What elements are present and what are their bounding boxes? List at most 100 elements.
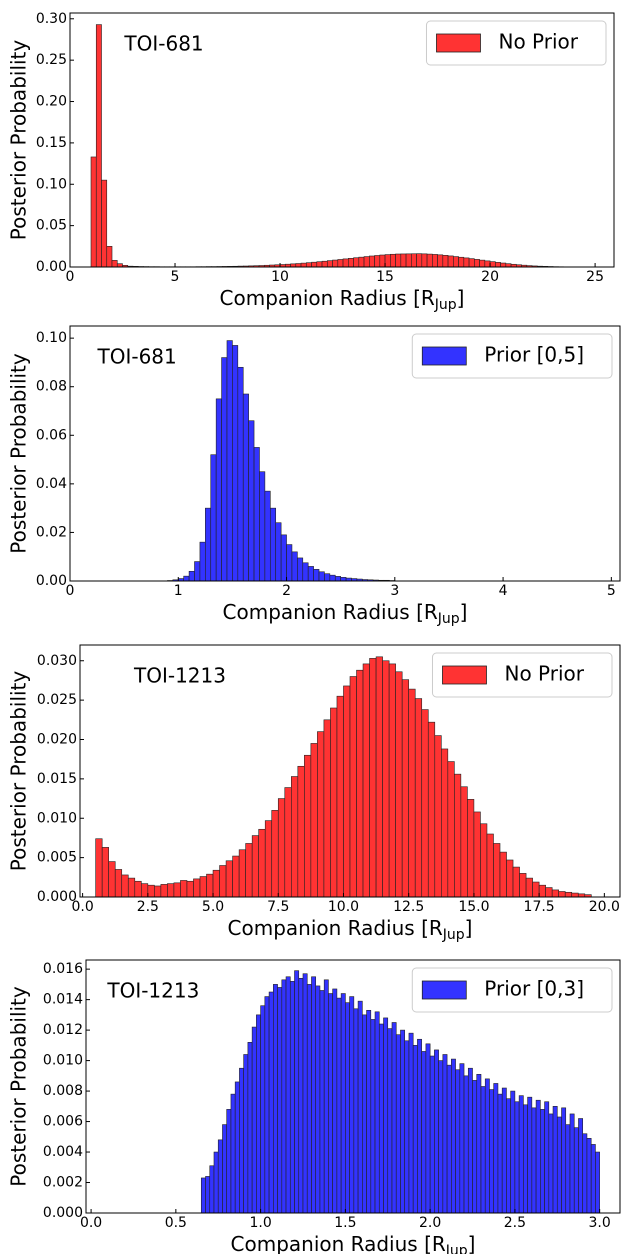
bar: [429, 1055, 435, 1214]
x-tick-label: 0.0: [80, 1215, 102, 1231]
y-tick-label: 0.20: [36, 94, 67, 110]
bar: [535, 1099, 541, 1214]
bar: [484, 1078, 490, 1214]
y-tick-label: 0.02: [36, 524, 67, 540]
y-tick-label: 0.00: [36, 573, 67, 589]
bar: [215, 398, 222, 582]
bar: [421, 253, 428, 268]
bar: [369, 658, 377, 898]
bar: [480, 823, 488, 898]
bar: [374, 1011, 380, 1214]
bar: [210, 454, 217, 582]
bar: [180, 880, 188, 898]
bar: [404, 1040, 410, 1214]
x-tick-label: 15.0: [458, 899, 489, 915]
bar: [277, 987, 283, 1214]
bar: [217, 1139, 223, 1214]
bar: [251, 1026, 257, 1214]
bar: [264, 820, 273, 898]
x-tick-label: 4: [499, 583, 508, 599]
bar: [345, 1002, 350, 1214]
x-tick-label: 2: [282, 583, 291, 599]
bar: [489, 1089, 495, 1214]
x-axis-label-part: Jup: [437, 611, 460, 627]
legend-label: No Prior: [504, 662, 584, 686]
y-tick-label: 0.016: [43, 961, 83, 977]
bar: [205, 1176, 211, 1214]
bar: [467, 1067, 473, 1214]
x-tick-label: 10.0: [328, 899, 359, 915]
y-tick-label: 0.008: [43, 1083, 83, 1099]
legend: Prior [0,5]: [411, 333, 613, 379]
bar: [326, 260, 333, 268]
legend-swatch: [421, 980, 467, 1000]
bar: [101, 847, 109, 898]
y-tick-label: 0.025: [37, 692, 77, 708]
chart-panel: 0 5 10 15 20 25 0.00 0.05 0.10 0.15 0.20 0.25 0.30 Po…: [7, 11, 615, 313]
bar: [499, 851, 507, 898]
x-tick-label: 3.0: [589, 1215, 611, 1231]
bar: [412, 1045, 418, 1214]
bar: [127, 877, 136, 898]
bar: [460, 786, 468, 898]
bar: [538, 884, 546, 898]
bar: [451, 1058, 456, 1214]
bar: [363, 256, 370, 268]
bar: [294, 970, 300, 1214]
y-tick-label: 0.012: [43, 1022, 83, 1038]
bar: [313, 569, 320, 582]
bar: [395, 253, 402, 268]
bar: [375, 656, 383, 898]
bar: [369, 255, 375, 268]
bar: [551, 889, 559, 898]
bar: [277, 798, 286, 898]
bar: [328, 993, 333, 1214]
bar: [586, 1138, 592, 1214]
y-tick-label: 0.014: [43, 992, 83, 1008]
bar: [426, 253, 433, 268]
x-axis-label-part: Companion Radius [R: [231, 1232, 446, 1254]
bar: [330, 707, 338, 898]
legend: Prior [0,3]: [411, 967, 613, 1013]
bar: [523, 1104, 528, 1214]
legend-label: Prior [0,5]: [484, 343, 584, 367]
bar: [500, 262, 507, 268]
bar: [382, 660, 390, 898]
bar: [595, 1151, 600, 1214]
bar: [370, 1019, 376, 1214]
bar: [463, 257, 470, 268]
bar: [316, 261, 323, 268]
bar: [565, 1124, 571, 1214]
bar: [427, 721, 436, 898]
bar: [251, 835, 259, 898]
bar: [421, 1051, 427, 1214]
y-tick-label: 0.010: [37, 810, 77, 826]
bar: [353, 257, 360, 268]
bar: [525, 877, 533, 898]
y-axis-label: Posterior Probability: [7, 353, 31, 554]
y-tick-label: 0.10: [36, 330, 67, 346]
y-tick-label: 0.00: [36, 259, 67, 275]
bar: [318, 571, 325, 582]
bar: [518, 1095, 524, 1214]
y-tick-label: 0.020: [37, 732, 77, 748]
bar: [501, 1087, 507, 1214]
bar: [379, 254, 386, 268]
bar: [134, 880, 142, 898]
bar: [225, 860, 233, 898]
x-axis-label-part: ]: [468, 1232, 476, 1254]
bar: [95, 24, 102, 268]
legend-box: [411, 967, 613, 1013]
x-axis-label-part: ]: [457, 286, 465, 310]
bar: [493, 1083, 499, 1214]
y-tick-label: 0.06: [36, 427, 67, 443]
bar: [111, 260, 118, 268]
bar: [527, 1096, 533, 1214]
bar: [374, 255, 381, 268]
bar: [213, 1151, 219, 1214]
bar: [561, 1107, 567, 1214]
x-axis-label-part: ]: [465, 916, 473, 940]
bar: [348, 258, 354, 268]
bar: [243, 1054, 249, 1214]
